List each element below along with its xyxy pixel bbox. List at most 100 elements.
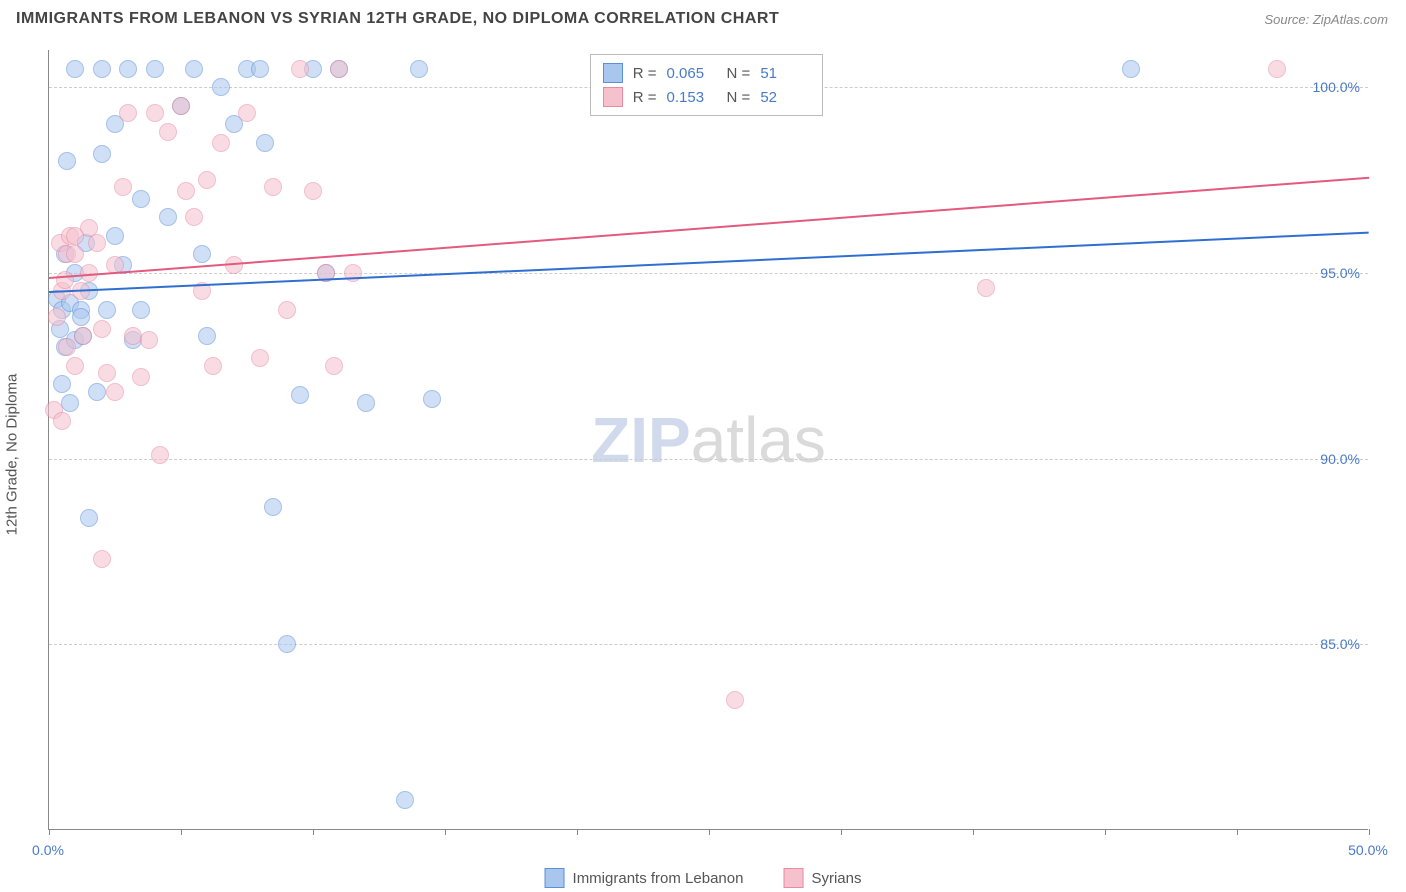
scatter-point bbox=[132, 190, 150, 208]
r-value: 0.065 bbox=[667, 65, 717, 82]
scatter-point bbox=[212, 78, 230, 96]
scatter-point bbox=[106, 383, 124, 401]
x-tick bbox=[1369, 829, 1370, 835]
scatter-point bbox=[93, 320, 111, 338]
scatter-point bbox=[132, 301, 150, 319]
scatter-point bbox=[193, 245, 211, 263]
scatter-point bbox=[251, 349, 269, 367]
scatter-point bbox=[58, 338, 76, 356]
x-tick bbox=[445, 829, 446, 835]
x-tick bbox=[709, 829, 710, 835]
scatter-point bbox=[1268, 60, 1286, 78]
legend-label: Syrians bbox=[811, 870, 861, 887]
chart-title: IMMIGRANTS FROM LEBANON VS SYRIAN 12TH G… bbox=[16, 10, 779, 27]
scatter-point bbox=[212, 134, 230, 152]
scatter-point bbox=[278, 301, 296, 319]
scatter-point bbox=[177, 182, 195, 200]
scatter-point bbox=[56, 271, 74, 289]
n-label: N = bbox=[727, 65, 751, 82]
x-tick bbox=[1105, 829, 1106, 835]
scatter-point bbox=[151, 446, 169, 464]
source-attribution: Source: ZipAtlas.com bbox=[1264, 12, 1388, 27]
scatter-point bbox=[53, 375, 71, 393]
scatter-point bbox=[330, 60, 348, 78]
x-tick bbox=[181, 829, 182, 835]
x-tick bbox=[841, 829, 842, 835]
scatter-point bbox=[58, 152, 76, 170]
scatter-point bbox=[198, 327, 216, 345]
legend-stats-row: R = 0.065 N = 51 bbox=[603, 61, 811, 85]
scatter-point bbox=[291, 60, 309, 78]
scatter-point bbox=[119, 104, 137, 122]
scatter-point bbox=[185, 60, 203, 78]
n-label: N = bbox=[727, 89, 751, 106]
y-tick-label: 85.0% bbox=[1320, 636, 1360, 652]
scatter-point bbox=[114, 178, 132, 196]
legend-swatch bbox=[783, 868, 803, 888]
scatter-point bbox=[291, 386, 309, 404]
y-tick-label: 95.0% bbox=[1320, 265, 1360, 281]
scatter-point bbox=[278, 635, 296, 653]
x-tick bbox=[577, 829, 578, 835]
y-tick-label: 100.0% bbox=[1313, 79, 1360, 95]
x-tick bbox=[1237, 829, 1238, 835]
x-tick bbox=[49, 829, 50, 835]
scatter-point bbox=[423, 390, 441, 408]
scatter-point bbox=[264, 498, 282, 516]
scatter-point bbox=[146, 60, 164, 78]
scatter-point bbox=[66, 60, 84, 78]
scatter-point bbox=[159, 123, 177, 141]
watermark: ZIPatlas bbox=[591, 403, 826, 477]
scatter-point bbox=[410, 60, 428, 78]
y-axis-title: 12th Grade, No Diploma bbox=[4, 374, 21, 536]
legend-label: Immigrants from Lebanon bbox=[573, 870, 744, 887]
r-value: 0.153 bbox=[667, 89, 717, 106]
x-tick bbox=[313, 829, 314, 835]
scatter-point bbox=[53, 412, 71, 430]
scatter-point bbox=[325, 357, 343, 375]
scatter-point bbox=[66, 357, 84, 375]
scatter-point bbox=[357, 394, 375, 412]
scatter-point bbox=[74, 327, 92, 345]
scatter-point bbox=[396, 791, 414, 809]
n-value: 51 bbox=[760, 65, 810, 82]
legend-swatch bbox=[603, 63, 623, 83]
scatter-point bbox=[61, 394, 79, 412]
scatter-point bbox=[977, 279, 995, 297]
scatter-point bbox=[93, 60, 111, 78]
scatter-point bbox=[48, 308, 66, 326]
scatter-point bbox=[198, 171, 216, 189]
gridline bbox=[49, 644, 1368, 645]
scatter-point bbox=[106, 227, 124, 245]
source-prefix: Source: bbox=[1264, 12, 1312, 27]
legend-item: Syrians bbox=[783, 868, 861, 888]
x-tick bbox=[973, 829, 974, 835]
legend-stats-row: R =0.153N =52 bbox=[603, 85, 811, 109]
x-tick-label: 50.0% bbox=[1348, 842, 1388, 858]
gridline bbox=[49, 459, 1368, 460]
legend-stats: R =0.065N =51R =0.153N =52 bbox=[590, 54, 824, 116]
scatter-point bbox=[204, 357, 222, 375]
legend-swatch bbox=[545, 868, 565, 888]
r-label: R = bbox=[633, 89, 657, 106]
scatter-point bbox=[1122, 60, 1140, 78]
scatter-point bbox=[98, 301, 116, 319]
watermark-part2: atlas bbox=[691, 404, 826, 476]
scatter-point bbox=[80, 509, 98, 527]
scatter-point bbox=[140, 331, 158, 349]
scatter-point bbox=[159, 208, 177, 226]
scatter-point bbox=[146, 104, 164, 122]
scatter-point bbox=[304, 182, 322, 200]
scatter-point bbox=[93, 550, 111, 568]
scatter-point bbox=[256, 134, 274, 152]
scatter-point bbox=[66, 245, 84, 263]
watermark-part1: ZIP bbox=[591, 404, 691, 476]
scatter-point bbox=[119, 60, 137, 78]
scatter-plot-area: ZIPatlas 85.0%90.0%95.0%100.0%R =0.065N … bbox=[48, 50, 1368, 830]
scatter-point bbox=[726, 691, 744, 709]
r-label: R = bbox=[633, 65, 657, 82]
scatter-point bbox=[132, 368, 150, 386]
scatter-point bbox=[93, 145, 111, 163]
x-tick-label: 0.0% bbox=[32, 842, 64, 858]
scatter-point bbox=[66, 227, 84, 245]
